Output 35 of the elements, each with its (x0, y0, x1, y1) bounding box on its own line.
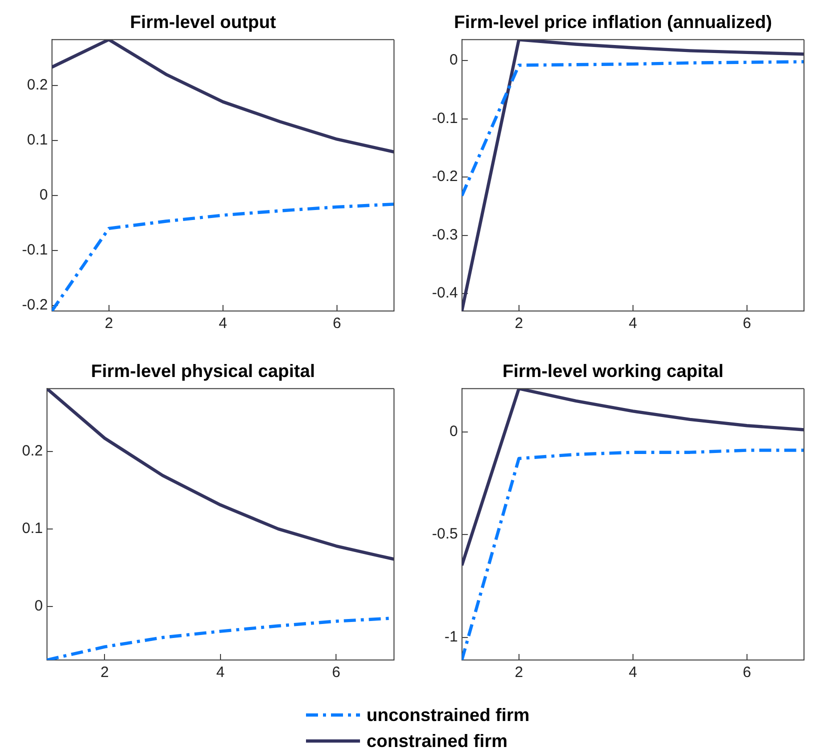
legend-label: constrained firm (366, 730, 508, 752)
x-tick-label: 2 (100, 664, 109, 682)
y-tick-label: 0.2 (26, 76, 48, 94)
chart-title: Firm-level physical capital (90, 360, 316, 381)
x-tick-label: 4 (628, 315, 638, 332)
y-tick-label: -0.5 (432, 526, 458, 543)
x-tick-label: 6 (332, 315, 342, 332)
chart-title: Firm-level output (130, 12, 276, 32)
x-tick-label: 4 (216, 664, 225, 682)
y-tick-label: 0 (450, 422, 458, 440)
y-tick-label: 0 (40, 186, 48, 204)
y-tick-label: -0.4 (432, 284, 458, 302)
y-tick-label: 0.1 (22, 520, 43, 538)
x-tick-label: 4 (218, 315, 228, 332)
y-tick-label: 0 (34, 598, 43, 615)
y-tick-label: -0.3 (432, 226, 458, 244)
chart-title: Firm-level working capital (502, 360, 724, 381)
y-tick-label: -0.2 (22, 296, 48, 314)
x-tick-label: 6 (742, 664, 752, 682)
y-tick-label: -0.1 (432, 110, 458, 127)
x-tick-label: 6 (332, 664, 340, 682)
y-tick-label: 0.2 (22, 442, 43, 460)
y-tick-label: 0.1 (26, 131, 48, 148)
y-tick-label: 0 (450, 52, 458, 69)
y-tick-label: -1 (444, 628, 458, 646)
y-tick-label: -0.1 (22, 242, 48, 259)
x-tick-label: 2 (514, 315, 524, 332)
y-tick-label: -0.2 (432, 168, 458, 186)
line-series (462, 60, 804, 198)
chart-title: Firm-level price inflation (annualized) (454, 12, 772, 32)
legend-label: unconstrained firm (366, 704, 530, 726)
x-tick-label: 2 (514, 664, 524, 682)
x-tick-label: 4 (628, 664, 638, 682)
x-tick-label: 2 (104, 315, 114, 332)
x-tick-label: 6 (742, 315, 752, 332)
